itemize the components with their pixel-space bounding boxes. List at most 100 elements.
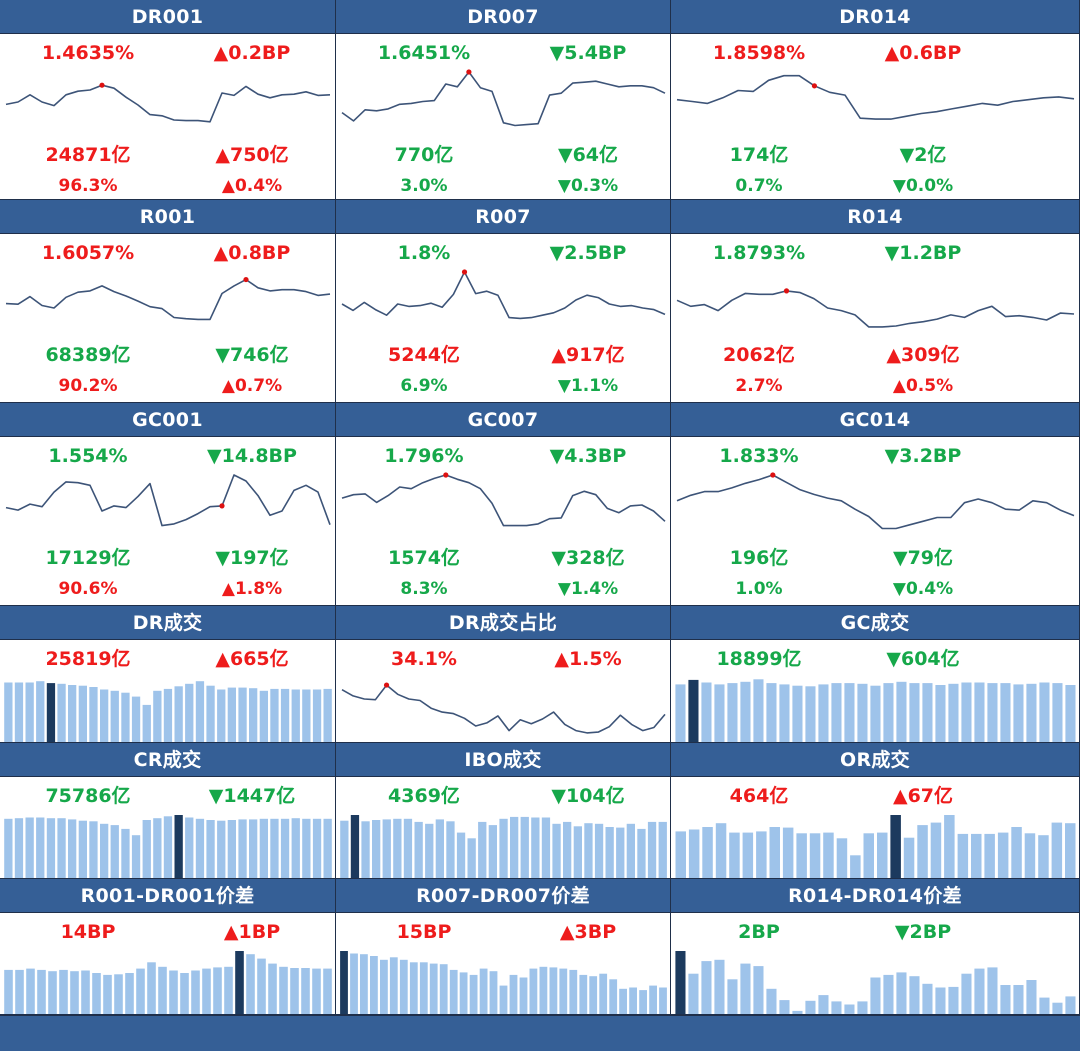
bar [206, 685, 215, 742]
panel-title: DR成交占比 [336, 606, 670, 640]
share-value: 3.0% [400, 176, 448, 196]
summary-value: 25819亿 [45, 648, 131, 670]
bar [89, 821, 98, 878]
bar [688, 829, 700, 878]
bar [57, 683, 66, 742]
bar [301, 968, 310, 1014]
volume-value: 68389亿 [45, 344, 131, 366]
bar [459, 972, 468, 1014]
bar [605, 827, 614, 878]
bar [883, 974, 894, 1014]
bar [312, 968, 321, 1014]
summary-change: ▼1447亿 [208, 785, 296, 807]
bar [121, 828, 130, 878]
bar-highlight [675, 951, 686, 1014]
bar [619, 988, 627, 1014]
bar-highlight [688, 679, 699, 742]
bar [626, 823, 635, 878]
bar [323, 968, 332, 1014]
volume-value: 196亿 [729, 547, 789, 569]
series-line [341, 71, 666, 127]
bar [340, 820, 349, 878]
share-value: 2.7% [735, 376, 783, 396]
bar [850, 855, 861, 878]
series-line [676, 474, 1075, 530]
bar [701, 961, 712, 1014]
bar [563, 821, 572, 878]
bar [727, 979, 738, 1014]
sparkline-chart [340, 951, 667, 1014]
bar [169, 970, 178, 1014]
rate-value: 1.8598% [712, 42, 806, 64]
panel-gc007: GC007 1.796% ▼4.3BP 1574亿 ▼328亿 8.3% ▼1.4% [336, 403, 671, 606]
bar [836, 838, 848, 878]
bar [809, 833, 821, 878]
panel-title: GC成交 [671, 606, 1079, 640]
share-change: ▲1.8% [221, 579, 283, 599]
bar [403, 818, 413, 878]
peak-marker [443, 472, 449, 478]
bar [559, 968, 568, 1014]
bar [647, 821, 657, 878]
summary-change: ▲1BP [223, 921, 281, 943]
summary-value: 4369亿 [388, 785, 460, 807]
panel-title: R001-DR001价差 [0, 879, 335, 913]
rate-value: 1.6057% [41, 242, 135, 264]
bar [589, 976, 598, 1014]
sparkline-chart [5, 276, 331, 321]
bar [59, 969, 68, 1014]
bar [753, 679, 764, 742]
rate-change: ▼5.4BP [549, 42, 627, 64]
bar [279, 966, 288, 1014]
summary-value: 15BP [396, 921, 452, 943]
bar [529, 968, 538, 1014]
peak-marker [99, 82, 105, 88]
panel-dr成交: DR成交 25819亿 ▲665亿 [0, 606, 336, 743]
bar [727, 683, 738, 742]
share-change: ▼0.0% [892, 176, 954, 196]
panel-title: R001 [0, 200, 335, 234]
bar [1038, 835, 1049, 878]
share-value: 96.3% [58, 176, 118, 196]
summary-value: 14BP [60, 921, 116, 943]
bar [701, 682, 712, 742]
bar [312, 689, 322, 742]
peak-marker [243, 276, 249, 283]
summary-change: ▼104亿 [551, 785, 625, 807]
bar [100, 823, 109, 878]
bar [191, 970, 200, 1014]
bar [796, 833, 807, 878]
bar [479, 968, 488, 1014]
rate-value: 1.8793% [712, 242, 806, 264]
bar [714, 959, 725, 1014]
bar [1011, 827, 1022, 878]
bar [4, 682, 13, 742]
bar [361, 821, 370, 878]
summary-change: ▲67亿 [892, 785, 954, 807]
bar [142, 820, 151, 878]
bar [46, 818, 56, 878]
bar [323, 818, 332, 878]
bar [110, 690, 119, 742]
panel-or成交: OR成交 464亿 ▲67亿 [671, 743, 1080, 879]
bar [125, 973, 134, 1014]
volume-value: 17129亿 [45, 547, 131, 569]
panel-title: GC014 [671, 403, 1079, 437]
bar [609, 979, 618, 1014]
bar [78, 685, 87, 742]
panel-gc014: GC014 1.833% ▼3.2BP 196亿 ▼79亿 1.0% ▼0.4% [671, 403, 1080, 606]
bar [158, 966, 167, 1014]
bar [399, 959, 408, 1014]
share-value: 6.9% [400, 376, 448, 396]
bar [103, 974, 112, 1014]
summary-change: ▲1.5% [554, 648, 622, 670]
bar [350, 953, 358, 1014]
bar [552, 823, 561, 878]
bar [883, 683, 894, 742]
bar [659, 987, 667, 1014]
rate-value: 1.8% [397, 242, 451, 264]
rate-change: ▲0.2BP [213, 42, 291, 64]
share-value: 90.6% [58, 579, 118, 599]
share-change: ▲0.4% [221, 176, 283, 196]
bar [509, 974, 518, 1014]
